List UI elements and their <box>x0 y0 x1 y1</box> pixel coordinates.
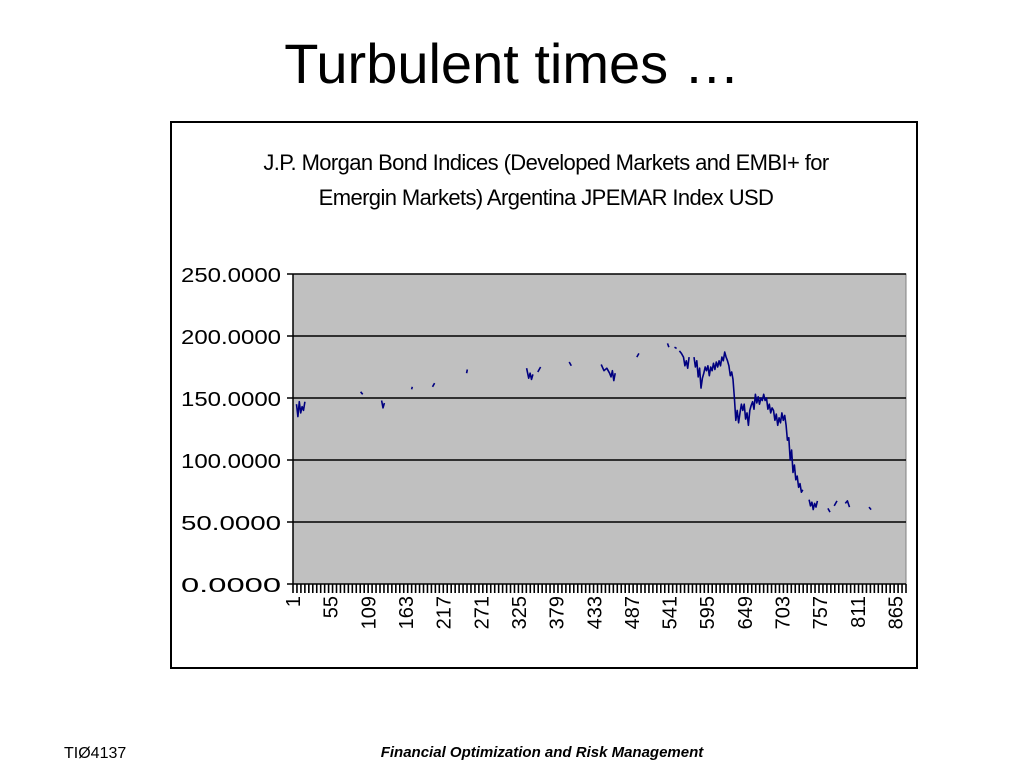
slide-title: Turbulent times … <box>284 32 740 95</box>
plot-area <box>292 273 907 585</box>
y-tick-label: 150.0000 <box>181 389 281 411</box>
series-line-segment <box>600 364 616 382</box>
x-tick-label: 1 <box>283 596 305 607</box>
series-line-segment <box>674 346 677 350</box>
y-tick-label: 250.0000 <box>181 265 281 287</box>
footer-course-code: TIØ4137 <box>64 745 127 762</box>
chart-frame: J.P. Morgan Bond Indices (Developed Mark… <box>170 121 918 669</box>
series-line-segment <box>868 506 872 511</box>
series-line-segment <box>666 343 670 348</box>
x-tick-label: 649 <box>735 596 757 629</box>
series-line-segment <box>844 500 851 508</box>
x-tick-label: 811 <box>848 596 870 628</box>
chart-title: J.P. Morgan Bond Indices (Developed Mark… <box>172 145 920 215</box>
series-line-segment <box>431 382 436 388</box>
x-tick-label: 271 <box>471 596 493 629</box>
series-line-segment <box>380 400 386 409</box>
x-tick-label: 487 <box>622 596 644 629</box>
series-line-segment <box>537 366 542 373</box>
series-line-segment <box>678 350 690 369</box>
x-tick-label: 217 <box>434 596 456 629</box>
footer-course-title: Financial Optimization and Risk Manageme… <box>380 744 704 761</box>
chart-plot: 0.0000 50.0000 100.0000 150.0000 200.0000 250… <box>181 265 908 629</box>
x-tick-label: 595 <box>697 596 719 629</box>
x-tick-label: 757 <box>810 596 832 629</box>
y-tick-label: 100.0000 <box>181 451 281 473</box>
y-tick-label: 50.0000 <box>181 513 281 535</box>
series-line-segment <box>833 500 838 507</box>
x-tick-label: 703 <box>773 596 795 629</box>
x-tick-label: 163 <box>396 596 418 629</box>
series-line-segment <box>465 369 469 374</box>
series-line-segment <box>410 386 414 390</box>
series-line-segment <box>808 499 819 511</box>
x-tick-label: 109 <box>358 596 380 629</box>
chart-title-line-1: J.P. Morgan Bond Indices (Developed Mark… <box>263 150 829 175</box>
x-tick-label: 433 <box>584 596 606 629</box>
series-line-segment <box>693 351 804 494</box>
chart-title-line-2: Emergin Markets) Argentina JPEMAR Index … <box>318 185 774 210</box>
series-line-segment <box>359 391 364 395</box>
x-tick-label: 55 <box>321 596 343 618</box>
series-line-segment <box>636 353 640 358</box>
x-tick-label: 325 <box>509 596 531 629</box>
series-line-segment <box>827 508 831 513</box>
series-line-segment <box>525 368 534 381</box>
series-line-segment <box>295 400 306 418</box>
series-line-segment <box>568 361 573 367</box>
x-tick-label: 379 <box>547 596 569 629</box>
y-tick-label: 0.0000 <box>181 575 281 597</box>
y-tick-label: 200.0000 <box>181 327 281 349</box>
x-tick-label: 865 <box>886 596 908 629</box>
x-tick-label: 541 <box>660 596 682 629</box>
